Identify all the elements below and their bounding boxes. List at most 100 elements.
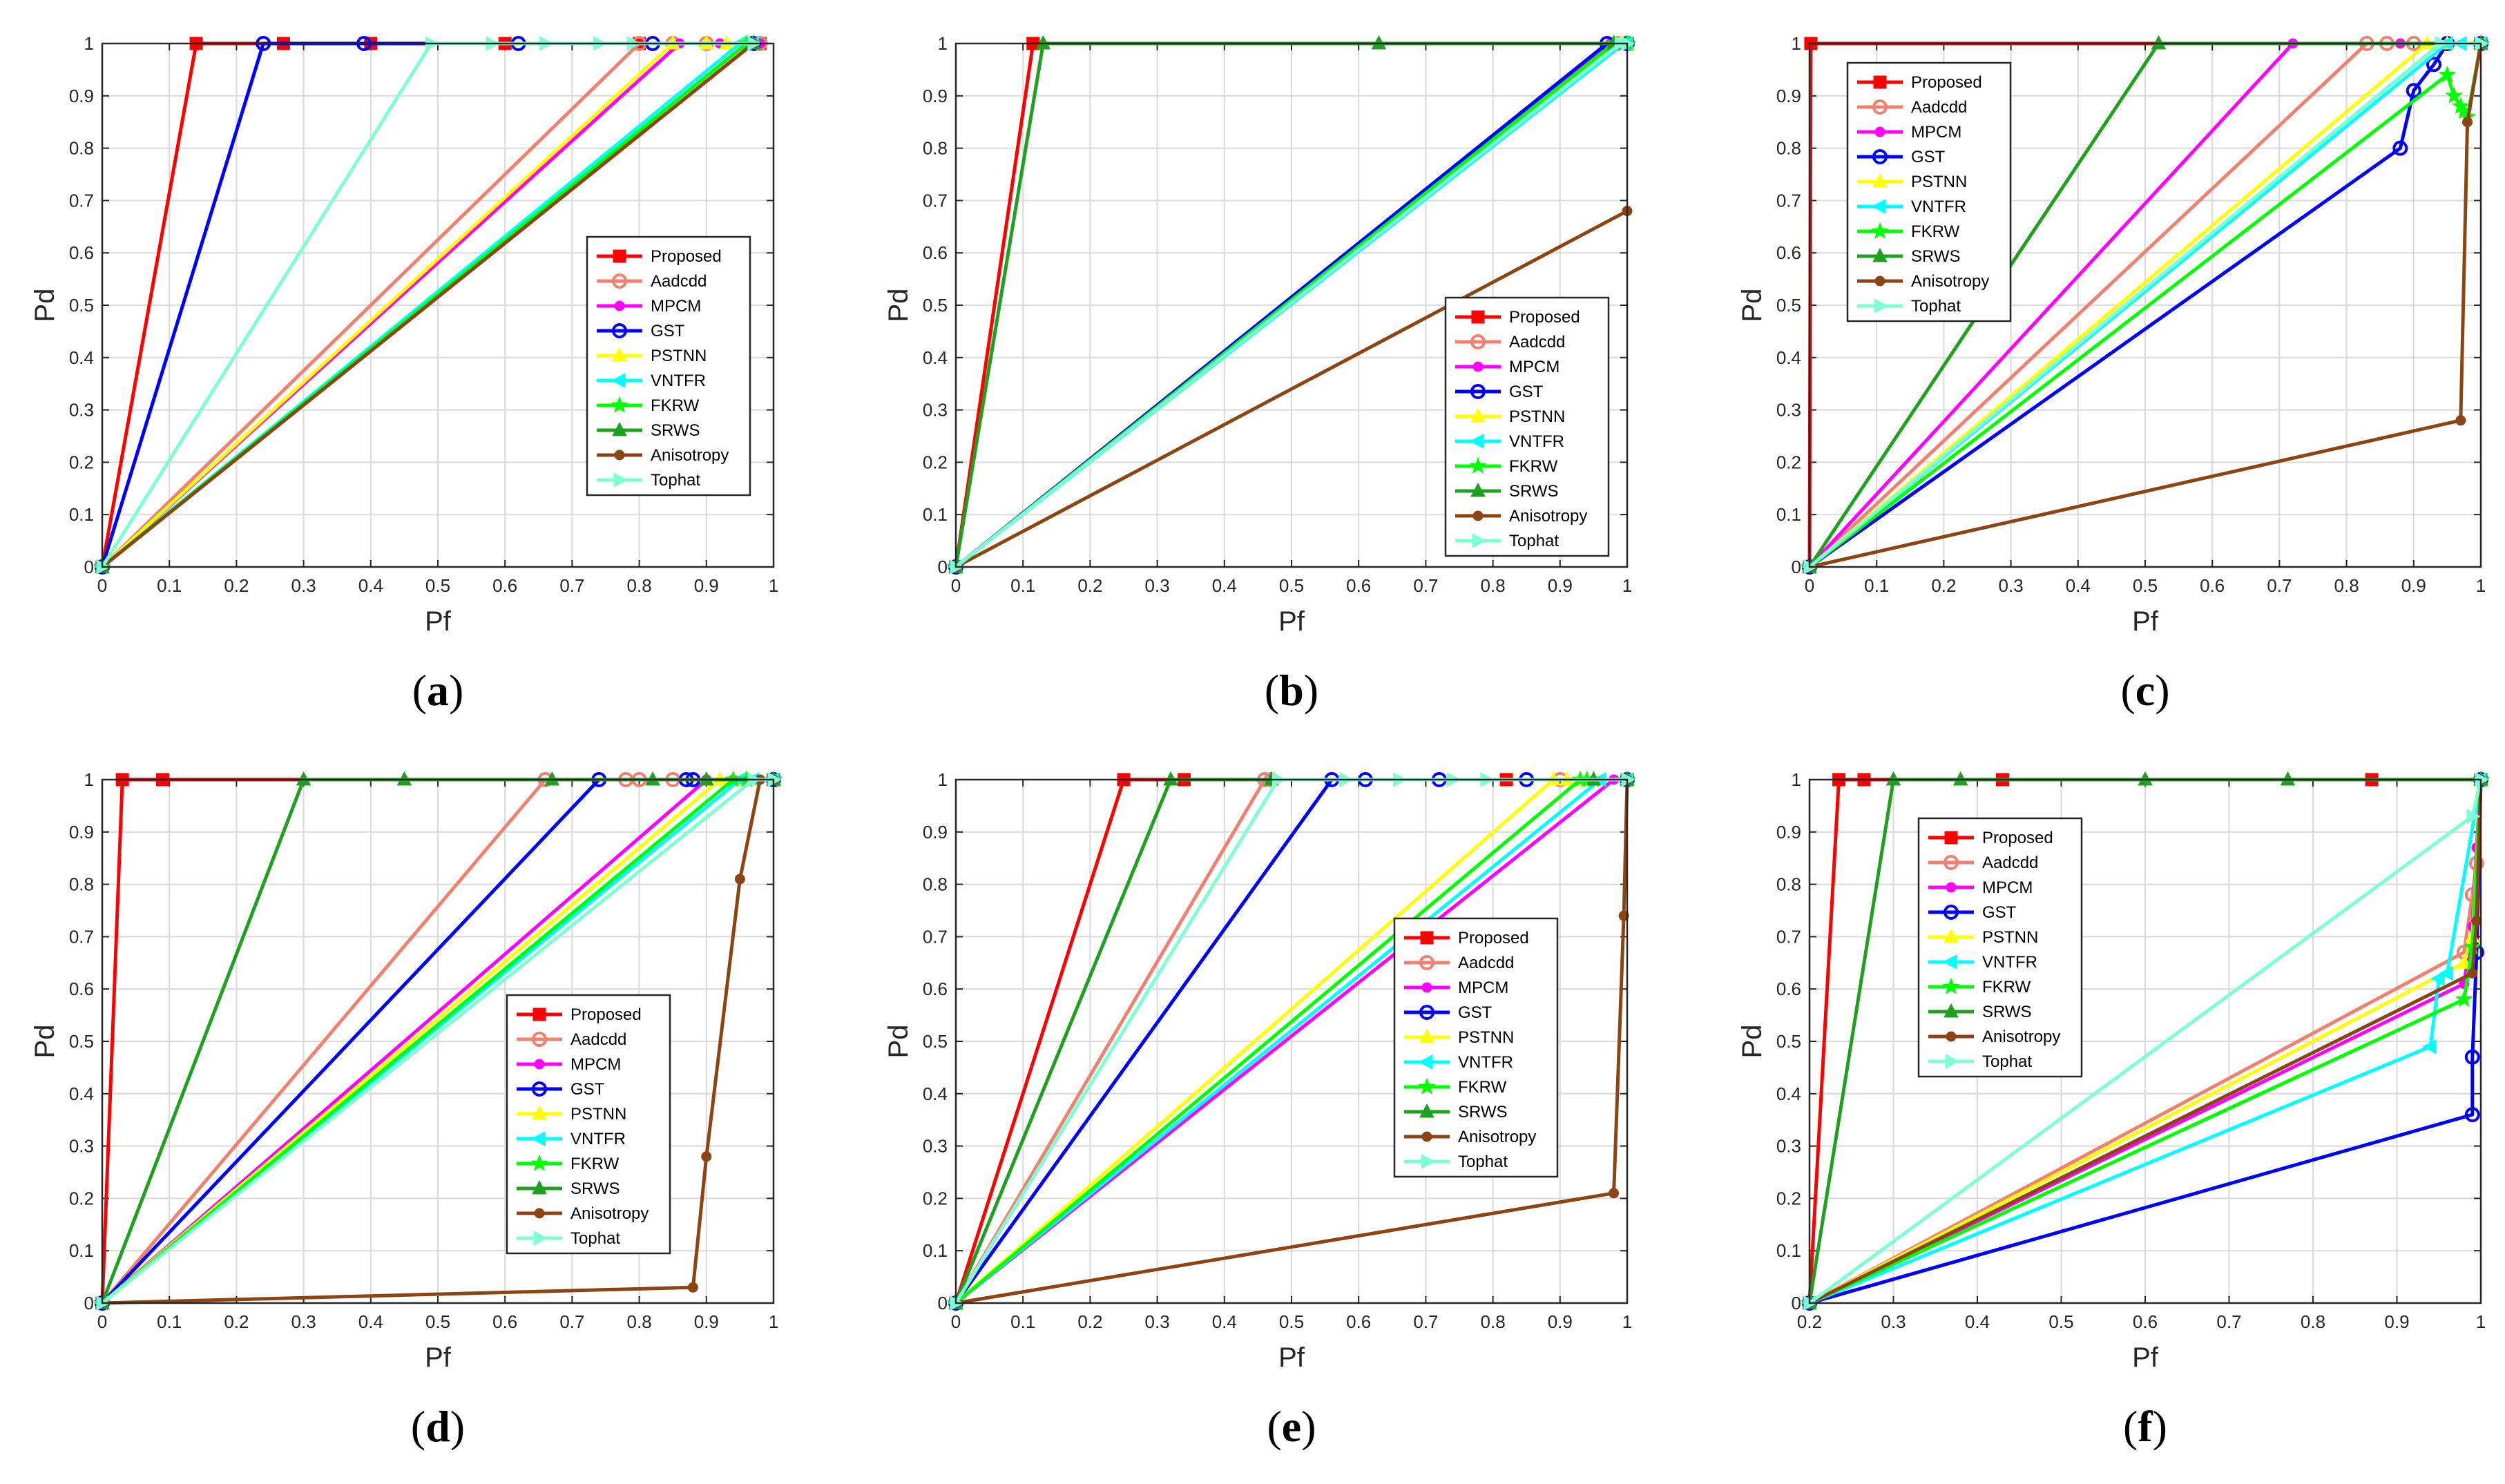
legend-aadcdd-marker [612, 273, 627, 289]
x-tick-label: 0.7 [2267, 575, 2292, 596]
series-tophat-marker [2466, 809, 2481, 824]
y-tick-label: 0.8 [923, 138, 948, 159]
y-tick-label: 1 [84, 33, 94, 54]
legend-proposed-marker [1873, 75, 1887, 89]
y-tick-label: 0.2 [923, 452, 948, 472]
panel-label-letter: a [427, 666, 449, 715]
x-tick-label: 0.1 [1864, 575, 1889, 596]
y-tick-label: 1 [938, 33, 948, 54]
legend-aadcdd-marker [1470, 334, 1486, 349]
series-fkrw-marker [2438, 66, 2457, 83]
legend: Proposed Aadcdd MPCM GST PSTNN VNTFR FKRW SRWS A… [506, 994, 671, 1255]
legend-aadcdd-label: Aadcdd [1911, 98, 1967, 117]
x-tick-label: 0.3 [291, 1311, 316, 1332]
legend-srws-label: SRWS [1509, 482, 1559, 501]
legend-vntfr-marker [611, 373, 626, 388]
legend-fkrw-label: FKRW [1509, 457, 1558, 476]
y-tick-label: 1 [1792, 33, 1801, 54]
legend-fkrw-label: FKRW [1458, 1078, 1507, 1097]
legend-fkrw-marker [1871, 222, 1889, 239]
x-tick-label: 1 [769, 575, 778, 596]
y-tick-label: 0.9 [1776, 86, 1801, 106]
legend-anisotropy-marker [534, 1208, 545, 1219]
legend-vntfr-label: VNTFR [1458, 1053, 1513, 1072]
series-srws-marker [698, 771, 714, 786]
panel-label-close: ) [2155, 666, 2169, 715]
y-tick-label: 0.6 [69, 979, 94, 999]
x-axis-label: Pf [2132, 1342, 2159, 1373]
axes-box [954, 778, 1629, 1304]
y-tick-label: 0.3 [1776, 400, 1801, 421]
legend-proposed-marker [532, 1008, 546, 1021]
y-tick-label: 0.3 [923, 1136, 948, 1157]
x-tick-label: 0.2 [1931, 575, 1956, 596]
y-tick-label: 0.1 [1776, 1240, 1801, 1261]
panel-label-close: ) [2153, 1402, 2167, 1451]
x-tick-label: 0.4 [358, 575, 383, 596]
panel-label: (a) [412, 666, 464, 715]
legend-vntfr-marker [530, 1131, 546, 1146]
legend: Proposed Aadcdd MPCM GST PSTNN VNTFR FKRW SRWS A… [1444, 296, 1610, 557]
legend-vntfr-label: VNTFR [570, 1130, 626, 1148]
legend: Proposed Aadcdd MPCM GST PSTNN VNTFR FKRW SRWS A… [586, 235, 751, 497]
series-anisotropy-marker [2455, 415, 2466, 426]
legend-tophat-marker [533, 1231, 548, 1246]
legend-aadcdd-label: Aadcdd [651, 272, 707, 291]
series-srws-marker [2280, 771, 2296, 786]
x-tick-label: 1 [2476, 1311, 2486, 1332]
x-tick-label: 0.7 [1413, 575, 1438, 596]
y-tick-label: 0.9 [923, 86, 948, 106]
series-vntfr-marker [2430, 971, 2445, 986]
x-tick-label: 0 [1805, 575, 1814, 596]
legend-fkrw-marker [1418, 1077, 1436, 1095]
y-tick-label: 0.1 [1776, 504, 1801, 525]
series-pstnn-marker [2456, 954, 2472, 969]
x-tick-label: 0.3 [1881, 1311, 1906, 1332]
panel-label-open: ( [2120, 666, 2135, 715]
y-tick-label: 0.3 [1776, 1136, 1801, 1157]
legend-mpcm-label: MPCM [1911, 123, 1961, 142]
roc-panel: 0 0.1 0.2 0.3 0.4 0.5 0.6 0.7 0.8 0.9 1 0 0.1 0.2 0.3 0… [30, 33, 778, 715]
y-tick-label: 0.4 [923, 347, 948, 368]
legend-vntfr-marker [1469, 434, 1484, 449]
x-tick-label: 0.5 [1279, 575, 1304, 596]
legend-gst-label: GST [570, 1080, 605, 1099]
roc-panel: 0 0.1 0.2 0.3 0.4 0.5 0.6 0.7 0.8 0.9 1 0 0.1 0.2 0.3 0… [883, 33, 1636, 715]
series-srws-marker [645, 771, 660, 786]
series-anisotropy-line [101, 42, 755, 568]
y-tick-label: 0.4 [1776, 1083, 1801, 1104]
y-tick-label: 0 [938, 1293, 948, 1313]
series-gst-marker [2426, 57, 2441, 73]
panel-label-open: ( [411, 1402, 425, 1451]
legend-vntfr-marker [1871, 199, 1886, 214]
axes-box [1808, 778, 2482, 1304]
y-tick-label: 1 [84, 769, 94, 790]
x-tick-label: 0.8 [627, 1311, 652, 1332]
x-tick-label: 0.7 [559, 1311, 584, 1332]
x-tick-label: 0.6 [2200, 575, 2225, 596]
x-tick-label: 0.2 [1797, 1311, 1822, 1332]
legend-pstnn-label: PSTNN [1982, 928, 2038, 947]
series-gst-marker [2464, 1107, 2480, 1123]
panel-label-letter: d [425, 1402, 450, 1451]
series-anisotropy-line [1809, 43, 2483, 569]
legend-gst-label: GST [1982, 903, 2017, 922]
legend-gst-marker [612, 323, 627, 338]
x-tick-label: 0.6 [1346, 575, 1371, 596]
panel-label-open: ( [412, 666, 427, 715]
legend-proposed-label: Proposed [1509, 308, 1580, 327]
y-tick-label: 0 [1792, 1293, 1801, 1313]
legend-vntfr-label: VNTFR [651, 372, 706, 390]
legend-anisotropy-marker [1421, 1131, 1432, 1142]
x-tick-label: 0.4 [1212, 1311, 1237, 1332]
legend-tophat-marker [613, 472, 628, 488]
y-tick-label: 0.5 [923, 1031, 948, 1052]
x-tick-label: 0.7 [559, 575, 584, 596]
y-tick-label: 0.4 [69, 1083, 94, 1104]
panel-label: (d) [411, 1402, 465, 1451]
legend-fkrw-label: FKRW [570, 1155, 620, 1173]
legend-tophat-label: Tophat [1458, 1153, 1508, 1171]
panel-label-letter: b [1279, 666, 1304, 715]
axes-box [954, 42, 1629, 568]
legend-mpcm-marker [614, 300, 625, 311]
